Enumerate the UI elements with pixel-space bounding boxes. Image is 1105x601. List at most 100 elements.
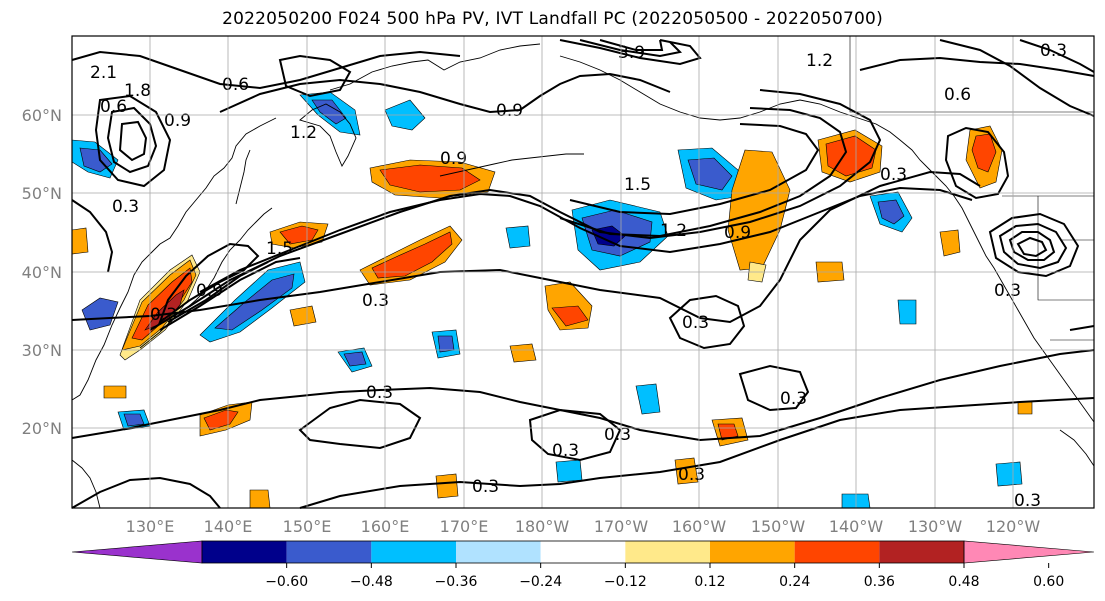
longitude-label: 140°E [204,517,253,536]
contour-label: 0.3 [150,305,177,325]
anomaly-negative-sub-1-core [343,351,367,367]
colorbar: −0.60 −0.48 −0.36 −0.24 −0.12 0.12 0.24 0.36 0.4… [71,540,1095,590]
contour-15-east [569,123,820,216]
contour-label: 0.3 [1014,491,1041,511]
coastline-kamchatka [299,103,357,167]
contour-label: 0.3 [880,165,907,185]
colorbar-segment [456,541,541,563]
colorbar-segment [371,541,456,563]
contour-12 [159,257,301,331]
anomaly-negative-sub-14 [505,225,531,249]
contour-label: 0.6 [944,85,971,105]
anomaly-strong-midlat [371,231,453,279]
anomaly-strong-kurils [379,164,481,193]
anomaly-negative-sub-3-core [123,413,145,427]
colorbar-tick-label: −0.24 [519,574,562,590]
colorbar-tick-label: 0.60 [1033,574,1064,590]
shaded-anomalies [71,91,1033,509]
contour-far-east-strip [1069,325,1095,331]
contour-label: 1.2 [806,51,833,71]
contour-ne-2 [939,39,1095,117]
anomaly-negative-sub-10 [555,459,583,483]
longitude-label: 160°W [672,517,727,536]
colorbar-segment [540,541,626,563]
anomaly-strong-japan [131,267,193,341]
map-content: 0.6 0.9 1.2 1.5 0.3 0.9 1.5 1.2 0.9 0.3 … [71,36,1095,511]
contour-label: 0.3 [362,291,389,311]
contour-label: 0.3 [1040,41,1067,61]
contour-label: 0.3 [678,465,705,485]
colorbar-frame [201,540,965,564]
colorbar-tick-label: 0.48 [948,574,979,590]
contour-label: 0.6 [222,75,249,95]
longitude-label: 180°W [515,517,570,536]
contour-06 [199,186,973,293]
coastline-mexico [1059,429,1095,467]
contour-label: 3.9 [618,43,645,63]
anomaly-positive-sub-5 [289,305,317,327]
map-border [71,35,1095,509]
colorbar-tick-label: −0.48 [350,574,393,590]
contour-label: 0.3 [604,425,631,445]
contour-label: 0.9 [196,281,223,301]
contour-labels: 0.6 0.9 1.2 1.5 0.3 0.9 1.5 1.2 0.9 0.3 … [90,41,1067,511]
contour-06-north [219,72,671,114]
contour-18-vortex [157,242,260,325]
colorbar-extend-min [71,540,203,564]
coastline-alaska [559,55,1095,423]
contour-bc-loop [944,126,1010,200]
latitude-label: 30°N [22,341,62,360]
contour-label: 0.3 [112,197,139,217]
colorbar-tick-label: 0.24 [779,574,810,590]
coastline-east-asia [71,117,277,401]
colorbar-segment [286,541,372,563]
longitude-label: 170°E [440,517,489,536]
contour-ca-vortex-2 [998,222,1068,270]
contour-ne-1 [859,56,1095,77]
pv-contours [71,39,1095,509]
contour-label: 2.1 [90,63,117,83]
colorbar-tick-label: −0.36 [435,574,478,590]
longitude-label: 160°E [361,517,410,536]
anomaly-negative-honshu-core [214,273,295,331]
contour-ca-vortex-1 [988,212,1080,278]
latitude-label: 40°N [22,263,62,282]
colorbar-tick-label: −0.12 [604,574,647,590]
anomaly-negative-sub-19 [897,299,917,325]
contour-label: 1.5 [624,175,651,195]
anomaly-positive-sub-18 [1017,401,1033,415]
contour-label: 0.3 [366,383,393,403]
contour-label: 0.9 [496,101,523,121]
colorbar-extend-max [963,540,1095,564]
contour-label: 0.3 [994,281,1021,301]
contour-03-south [71,349,1095,442]
contour-sw-1 [71,476,221,509]
contour-sub-loop-3 [738,364,810,412]
colorbar-tick-label: −0.60 [265,574,308,590]
contour-label: 0.3 [552,441,579,461]
colorbar-tick-label: 0.12 [694,574,725,590]
anomaly-positive-sub-7 [674,457,699,485]
colorbar-segment [625,541,710,563]
anomaly-positive-sub-8 [435,473,459,499]
longitude-labels: 130°E 140°E 150°E 160°E 170°E 180°W 170°W 160°W… [126,517,1041,536]
contour-mid-north [278,54,352,98]
longitude-label: 140°W [829,517,884,536]
longitude-label: 130°E [126,517,175,536]
contour-label: 0.3 [472,477,499,497]
anomaly-positive-sub-15 [71,227,89,255]
contour-arctic-3 [599,39,664,51]
longitude-label: 170°W [594,517,649,536]
contour-15 [167,261,269,323]
colorbar-tick-label: 0.36 [864,574,895,590]
longitude-label: 130°W [908,517,963,536]
contour-w-vertical [71,199,114,273]
latitude-label: 50°N [22,184,62,203]
contour-03-sub [299,397,1095,509]
latitude-labels: 60°N 50°N 40°N 30°N 20°N [22,106,62,438]
gridlines [72,36,1094,508]
contour-vortex-west [94,94,172,188]
longitude-label: 150°E [283,517,332,536]
contour-label: 1.2 [290,123,317,143]
